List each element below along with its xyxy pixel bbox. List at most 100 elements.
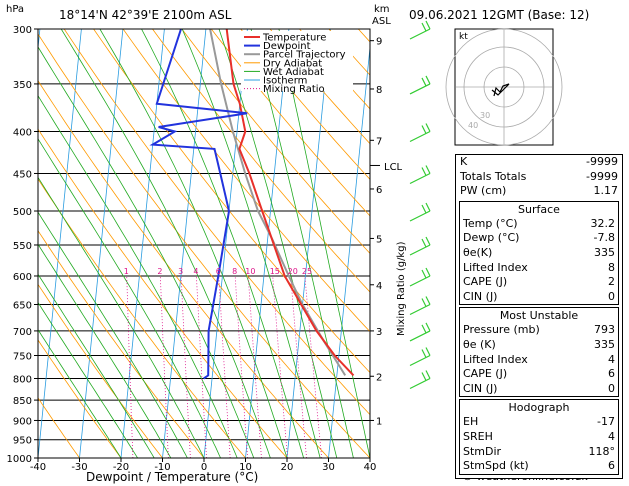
wind-barb (409, 130, 431, 143)
most-unstable-row: θe (K) 335 (463, 337, 615, 351)
most-unstable-row: CIN (J) 0 (463, 381, 615, 395)
wind-barb (421, 238, 427, 248)
surface-section: Surface Temp (°C) 32.2 Dewp (°C) -7.8 θe(K) 3… (459, 200, 619, 306)
wind-barb (409, 275, 431, 287)
wind-barb (421, 372, 427, 381)
isotherm-line (79, 29, 124, 458)
wind-barb (425, 20, 431, 30)
temperature-tick-label: -40 (30, 462, 46, 473)
index-k: K -9999 (460, 155, 618, 168)
hodograph-row: StmSpd (kt) 6 (463, 459, 615, 473)
wind-barb (421, 298, 427, 307)
wet-adiabat-line (250, 29, 354, 458)
wind-barb (421, 167, 427, 176)
wet-adiabat-line (38, 176, 205, 458)
pressure-tick-label: 800 (13, 374, 32, 385)
mixing-ratio-label: 20 (288, 267, 298, 276)
mixing-ratio-line (196, 275, 207, 458)
pressure-tick-label: 550 (13, 241, 32, 252)
km-label: km (374, 4, 390, 15)
mixing-ratio-line (290, 275, 307, 458)
most-unstable-row: CAPE (J) 6 (463, 367, 615, 381)
pressure-tick-label: 450 (13, 169, 32, 180)
dry-adiabat-line (38, 33, 370, 458)
index-pw: PW (cm) 1.17 (460, 184, 618, 198)
surface-row: Lifted Index 8 (463, 260, 615, 274)
isotherm-line (203, 29, 248, 458)
km-tick-label: 1 (376, 416, 382, 427)
wind-barb (421, 77, 427, 87)
mixing-ratio-line (218, 275, 231, 458)
wet-adiabat-line (38, 46, 255, 458)
pressure-tick-label: 700 (13, 327, 32, 338)
pressure-tick-label: 300 (13, 25, 32, 36)
pressure-tick-label: 900 (13, 416, 32, 427)
mixing-ratio-line (247, 275, 262, 458)
wet-adiabat-line (38, 301, 138, 458)
pressure-tick-label: 750 (13, 351, 32, 362)
pressure-tick-label: 650 (13, 301, 32, 312)
wind-barb (425, 165, 431, 174)
km-tick-label: 9 (376, 37, 382, 48)
most-unstable-row: Lifted Index 4 (463, 352, 615, 366)
wind-barb (409, 330, 431, 342)
temperature-tick-label: -20 (113, 462, 129, 473)
temperature-tick-label: 30 (322, 462, 335, 473)
legend-entry: Temperature (262, 33, 326, 44)
mixing-ratio-axis-label: Mixing Ratio (g/kg) (396, 241, 407, 336)
dry-adiabat-line (38, 339, 122, 458)
pressure-tick-label: 950 (13, 436, 32, 447)
date-title: 09.06.2021 12GMT (Base: 12) (409, 8, 590, 22)
most-unstable-row: Pressure (mb) 793 (463, 323, 615, 337)
wind-barb (409, 303, 431, 316)
pressure-tick-label: 400 (13, 128, 32, 139)
wet-adiabat-line (218, 29, 338, 458)
km-tick-label: 4 (376, 281, 382, 292)
mixing-ratio-label: 10 (245, 267, 255, 276)
dry-adiabat-line (152, 29, 370, 293)
wind-barb (409, 210, 431, 222)
surface-row: Temp (°C) 32.2 (463, 216, 615, 230)
mixing-ratio-label: 1 (124, 267, 129, 276)
mixing-ratio-label: 3 (178, 267, 183, 276)
dry-adiabat-line (38, 178, 246, 458)
wet-adiabat-line (38, 273, 155, 458)
wind-barb (409, 244, 431, 256)
km-tick-label: 3 (376, 327, 382, 338)
surface-row: CAPE (J) 2 (463, 275, 615, 289)
wet-adiabat-line (278, 29, 370, 458)
mixing-ratio-label: 8 (232, 267, 237, 276)
mixing-ratio-line (272, 275, 288, 458)
dry-adiabat-line (181, 29, 370, 255)
wind-barb (421, 125, 427, 134)
km-tick-label: 7 (376, 136, 382, 147)
pressure-tick-label: 850 (13, 396, 32, 407)
isotherm-line (38, 29, 82, 458)
dry-adiabat-line (210, 29, 370, 217)
dry-adiabat-line (38, 230, 205, 458)
index-totals: Totals Totals -9999 (460, 169, 618, 183)
dry-adiabat-line (240, 29, 370, 180)
km-tick-label: 6 (376, 185, 382, 196)
mixing-ratio-line (159, 275, 169, 458)
temperature-tick-label: 40 (364, 462, 377, 473)
wind-barb (425, 296, 431, 305)
wind-barb (425, 236, 431, 246)
wind-barb (421, 204, 427, 214)
most-unstable-title: Most Unstable (499, 309, 579, 323)
surface-row: θe(K) 335 (463, 245, 615, 259)
dry-adiabat-line (38, 283, 163, 458)
wind-barb (425, 370, 431, 379)
mixing-ratio-line (126, 275, 134, 458)
temperature-tick-label: -30 (71, 462, 87, 473)
wet-adiabat-line (60, 29, 271, 458)
location-title: 18°14'N 42°39'E 2100m ASL (59, 8, 232, 22)
legend-entry: Isotherm (263, 76, 307, 87)
wind-barb (421, 324, 427, 334)
xaxis-label: Dewpoint / Temperature (°C) (86, 470, 259, 484)
wind-barb (409, 172, 431, 185)
hodograph-row: SREH 4 (463, 429, 615, 443)
mixing-ratio-label: 25 (302, 267, 312, 276)
wind-barb (425, 123, 431, 132)
